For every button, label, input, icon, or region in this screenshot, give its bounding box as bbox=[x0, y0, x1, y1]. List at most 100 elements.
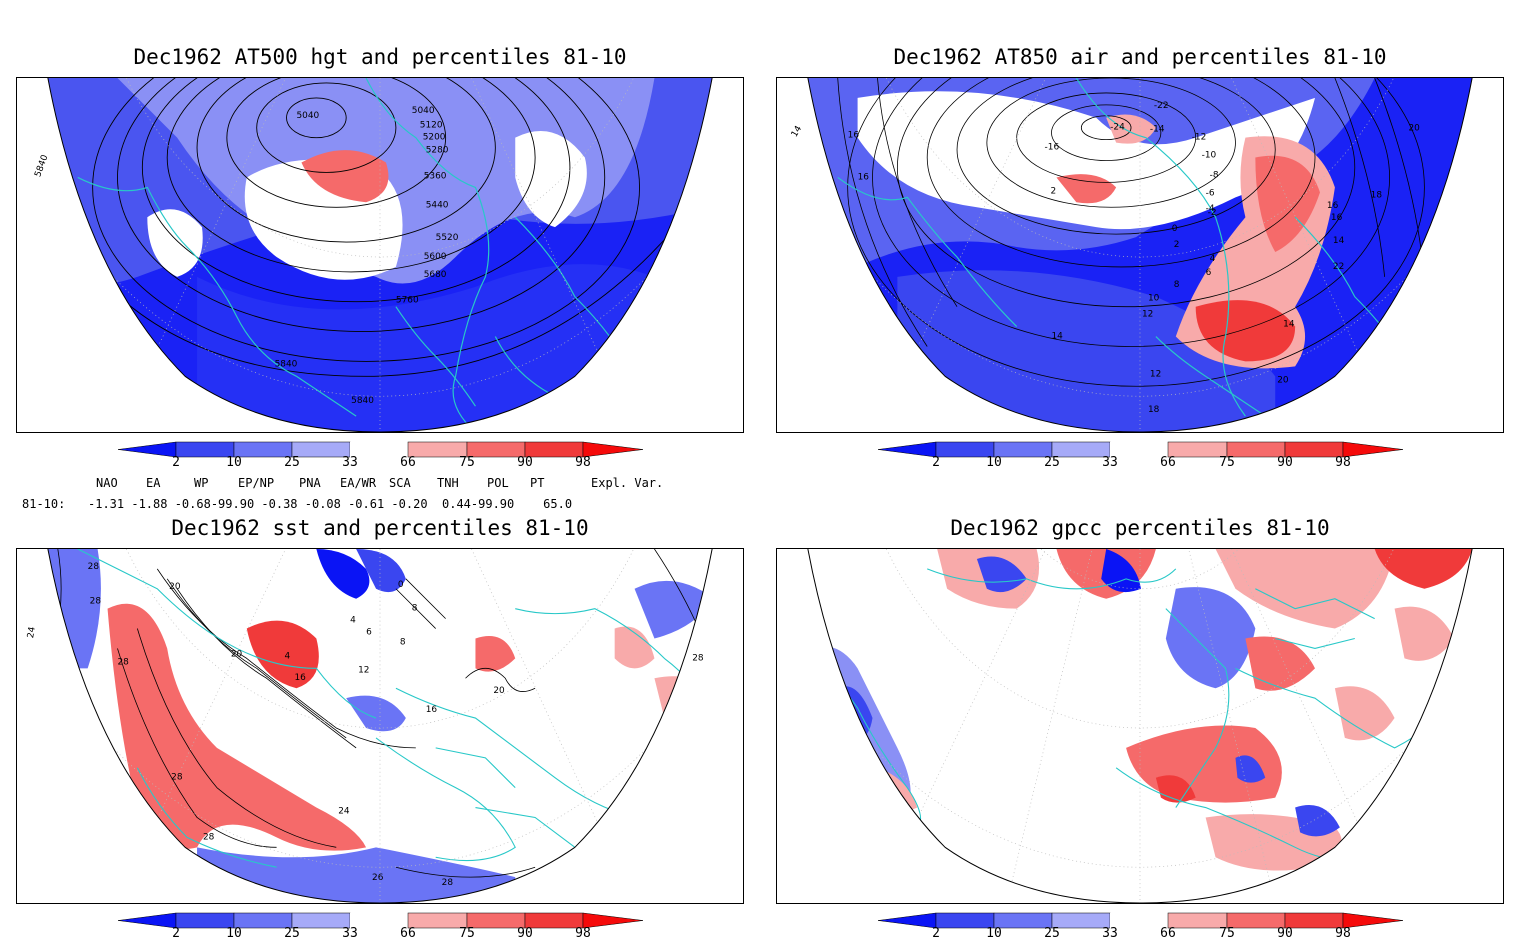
colorbar-tick-label: 90 bbox=[1277, 926, 1293, 941]
colorbar-air-svg bbox=[878, 441, 1403, 458]
svg-text:28: 28 bbox=[88, 562, 100, 572]
svg-text:5840: 5840 bbox=[351, 396, 374, 406]
colorbar-tick-label: 90 bbox=[1277, 455, 1293, 470]
svg-text:14: 14 bbox=[1283, 320, 1295, 330]
colorbar-tick-label: 33 bbox=[342, 455, 358, 470]
map-hgt: 5040 5040 5120 5200 5280 5360 5440 5520 … bbox=[33, 78, 713, 432]
colorbar-hgt: 2 10 25 33 66 75 90 98 bbox=[118, 440, 643, 480]
svg-text:-4: -4 bbox=[1206, 204, 1215, 214]
colorbar-arrow-low bbox=[878, 912, 937, 929]
svg-text:5840: 5840 bbox=[275, 359, 298, 369]
svg-text:6: 6 bbox=[366, 628, 372, 638]
colorbar-tick-label: 2 bbox=[172, 926, 180, 941]
svg-text:16: 16 bbox=[1327, 201, 1339, 211]
map-panel-gpcc bbox=[776, 548, 1504, 904]
svg-text:5680: 5680 bbox=[424, 270, 447, 280]
colorbar-hgt-svg bbox=[118, 441, 643, 458]
colorbar-arrow-high bbox=[1342, 441, 1403, 458]
colorbar-segment bbox=[407, 912, 468, 929]
svg-text:5040: 5040 bbox=[296, 111, 319, 121]
index-header-tnh: TNH bbox=[437, 476, 459, 490]
colorbar-tick-label: 33 bbox=[1102, 926, 1118, 941]
colorbar-arrow-low bbox=[878, 441, 937, 458]
colorbar-arrow-low bbox=[118, 441, 177, 458]
colorbar-segment bbox=[1110, 442, 1168, 457]
svg-text:5520: 5520 bbox=[436, 233, 459, 243]
colorbar-tick-label: 25 bbox=[284, 455, 300, 470]
svg-text:6: 6 bbox=[1206, 268, 1212, 278]
svg-text:5440: 5440 bbox=[426, 200, 449, 210]
colorbar-tick-label: 90 bbox=[517, 926, 533, 941]
svg-text:12: 12 bbox=[1150, 369, 1161, 379]
svg-text:16: 16 bbox=[858, 172, 870, 182]
colorbar-arrow-high bbox=[582, 912, 643, 929]
index-header-pt: PT bbox=[530, 476, 545, 490]
svg-text:4: 4 bbox=[285, 651, 291, 661]
colorbar-tick-label: 75 bbox=[1219, 926, 1235, 941]
svg-text:16: 16 bbox=[848, 131, 860, 141]
svg-text:14: 14 bbox=[790, 124, 805, 139]
colorbar-tick-label: 90 bbox=[517, 455, 533, 470]
svg-text:20: 20 bbox=[1277, 375, 1289, 385]
svg-text:0: 0 bbox=[398, 580, 404, 590]
svg-text:2: 2 bbox=[1051, 186, 1057, 196]
colorbar-gpcc: 2 10 25 33 66 75 90 98 bbox=[878, 911, 1403, 941]
index-header-sca: SCA bbox=[389, 476, 411, 490]
svg-text:22: 22 bbox=[1333, 262, 1344, 272]
svg-text:5040: 5040 bbox=[412, 106, 435, 116]
colorbar-tick-label: 10 bbox=[226, 926, 242, 941]
colorbar-tick-label: 10 bbox=[986, 455, 1002, 470]
contour-labels-hgt: 5040 5040 5120 5200 5280 5360 5440 5520 … bbox=[33, 106, 458, 406]
svg-text:-10: -10 bbox=[1202, 151, 1217, 161]
svg-text:28: 28 bbox=[171, 773, 183, 783]
colorbar-tick-label: 66 bbox=[1160, 926, 1176, 941]
svg-text:20: 20 bbox=[1408, 124, 1420, 134]
index-row-label: 81-10: bbox=[22, 497, 66, 511]
panel-title-air: Dec1962 AT850 air and percentiles 81-10 bbox=[893, 45, 1387, 69]
svg-text:24: 24 bbox=[338, 807, 350, 817]
colorbar-segment bbox=[1167, 912, 1228, 929]
svg-text:-16: -16 bbox=[1045, 143, 1060, 153]
index-header-pna: PNA bbox=[299, 476, 321, 490]
svg-text:-22: -22 bbox=[1154, 101, 1169, 111]
index-header-eawr: EA/WR bbox=[340, 476, 377, 490]
colorbar-tick-label: 98 bbox=[575, 455, 591, 470]
colorbar-tick-label: 25 bbox=[284, 926, 300, 941]
svg-text:16: 16 bbox=[294, 673, 306, 683]
colorbar-arrow-high bbox=[582, 441, 643, 458]
contour-labels-sst: 28 28 24 20 20 16 12 8 4 0 4 6 8 28 28 2… bbox=[26, 562, 704, 888]
svg-text:28: 28 bbox=[203, 832, 215, 842]
svg-text:16: 16 bbox=[426, 705, 438, 715]
colorbar-sst-svg bbox=[118, 912, 643, 929]
svg-text:28: 28 bbox=[442, 878, 454, 888]
colorbar-tick-label: 10 bbox=[986, 926, 1002, 941]
svg-text:5760: 5760 bbox=[396, 296, 419, 306]
colorbar-tick-label: 2 bbox=[932, 926, 940, 941]
index-header-explvar: Expl. Var. bbox=[591, 476, 664, 490]
map-gpcc bbox=[807, 549, 1473, 903]
colorbar-tick-label: 66 bbox=[1160, 455, 1176, 470]
svg-text:20: 20 bbox=[169, 582, 181, 592]
colorbar-arrow-high bbox=[1342, 912, 1403, 929]
svg-text:8: 8 bbox=[400, 637, 406, 647]
svg-text:10: 10 bbox=[1148, 294, 1160, 304]
index-header-epnp: EP/NP bbox=[238, 476, 275, 490]
colorbar-tick-label: 33 bbox=[1102, 455, 1118, 470]
colorbar-tick-label: 33 bbox=[342, 926, 358, 941]
colorbar-tick-label: 75 bbox=[1219, 455, 1235, 470]
svg-text:5280: 5280 bbox=[426, 146, 449, 156]
svg-text:20: 20 bbox=[493, 686, 505, 696]
index-header-wp: WP bbox=[194, 476, 209, 490]
colorbar-tick-label: 98 bbox=[1335, 926, 1351, 941]
svg-text:-8: -8 bbox=[1210, 170, 1219, 180]
svg-text:26: 26 bbox=[372, 873, 384, 883]
svg-text:-6: -6 bbox=[1206, 188, 1215, 198]
svg-text:5120: 5120 bbox=[420, 121, 443, 131]
colorbar-segment bbox=[350, 913, 408, 928]
svg-text:14: 14 bbox=[1333, 236, 1345, 246]
colorbar-arrow-low bbox=[118, 912, 177, 929]
map-sst: 28 28 24 20 20 16 12 8 4 0 4 6 8 28 28 2… bbox=[26, 549, 713, 903]
colorbar-tick-label: 10 bbox=[226, 455, 242, 470]
svg-text:18: 18 bbox=[1371, 190, 1383, 200]
map-air: 14 16 16 -16 -24 -22 -14 -12 -10 -8 -6 -… bbox=[790, 78, 1473, 432]
